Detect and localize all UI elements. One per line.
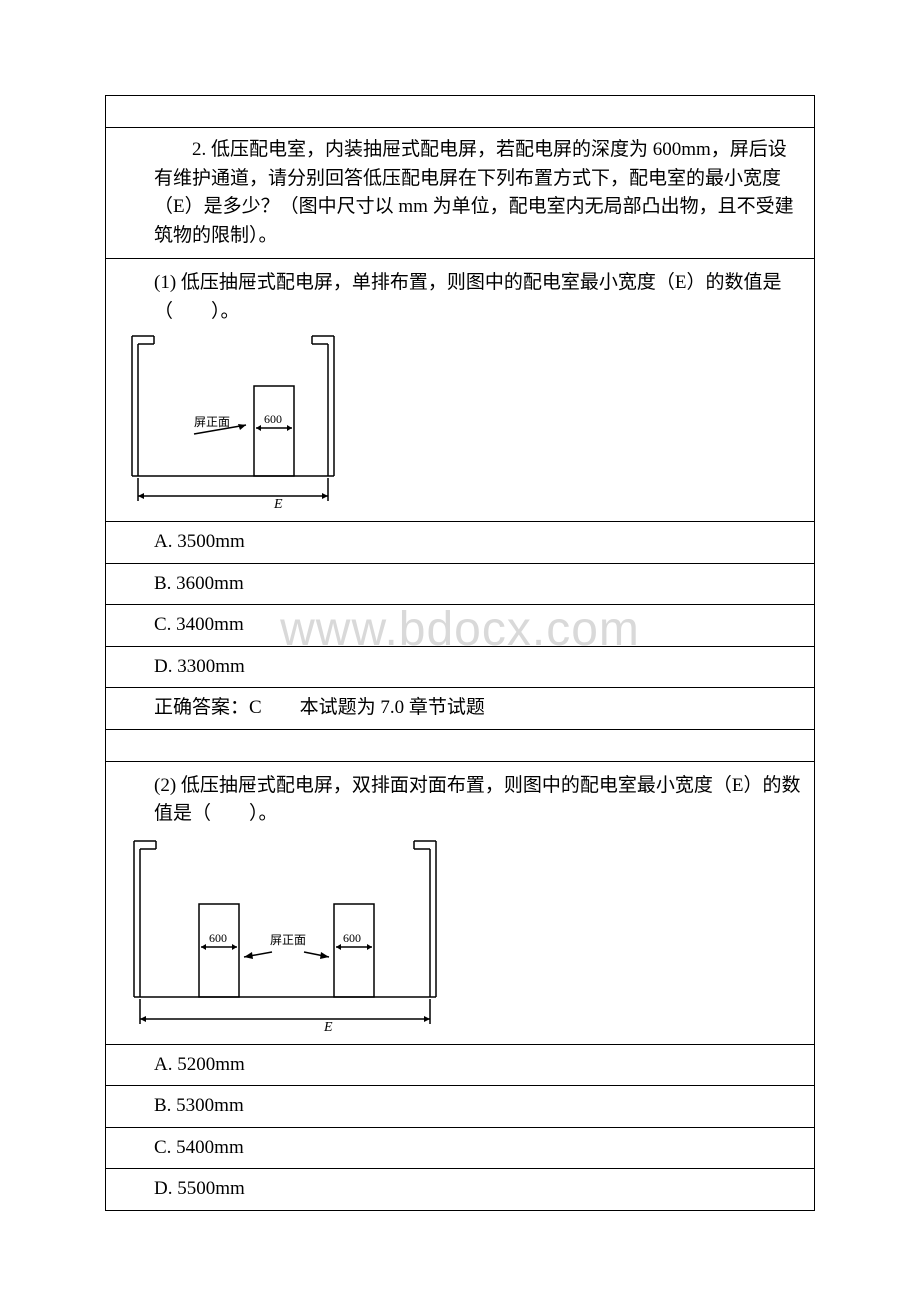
q2p1-optB: B. 3600mm xyxy=(106,563,815,605)
q2p1-prompt-cell: (1) 低压抽屉式配电屏，单排布置，则图中的配电室最小宽度（E）的数值是（ ）。 xyxy=(106,259,815,522)
fig2-E-label: E xyxy=(323,1020,333,1034)
q2p2-optB: B. 5300mm xyxy=(106,1086,815,1128)
fig2-depth-label-right: 600 xyxy=(343,931,361,945)
q2p2-prompt-text: (2) 低压抽屉式配电屏，双排面对面布置，则图中的配电室最小宽度（E）的数值是（… xyxy=(124,772,804,829)
fig2-depth-label-left: 600 xyxy=(209,931,227,945)
q2p2-prompt-cell: (2) 低压抽屉式配电屏，双排面对面布置，则图中的配电室最小宽度（E）的数值是（… xyxy=(106,761,815,1044)
q2p2-optD: D. 5500mm xyxy=(106,1169,815,1211)
q2p1-prompt-text: (1) 低压抽屉式配电屏，单排布置，则图中的配电室最小宽度（E）的数值是（ ）。 xyxy=(124,269,804,326)
question-table: 2. 低压配电室，内装抽屉式配电屏，若配电屏的深度为 600mm，屏后设有维护通… xyxy=(105,95,815,1211)
fig1-panel-front-label: 屏正面 xyxy=(194,415,230,429)
q2p2-optA: A. 5200mm xyxy=(106,1044,815,1086)
q2p1-figure: 屏正面 600 E xyxy=(124,326,349,511)
q2-intro-cell: 2. 低压配电室，内装抽屉式配电屏，若配电屏的深度为 600mm，屏后设有维护通… xyxy=(106,128,815,259)
fig1-E-label: E xyxy=(273,497,283,511)
fig1-depth-label: 600 xyxy=(264,412,282,426)
q2-intro-text: 2. 低压配电室，内装抽屉式配电屏，若配电屏的深度为 600mm，屏后设有维护通… xyxy=(154,136,804,250)
q2p1-optC: C. 3400mm xyxy=(106,605,815,647)
empty-spacer-row xyxy=(106,96,815,128)
empty-spacer-row-2 xyxy=(106,729,815,761)
fig2-panel-front-label: 屏正面 xyxy=(270,933,306,947)
q2p1-answer: 正确答案：C 本试题为 7.0 章节试题 xyxy=(106,688,815,730)
q2p1-optD: D. 3300mm xyxy=(106,646,815,688)
q2p2-optC: C. 5400mm xyxy=(106,1127,815,1169)
q2p2-figure: 600 600 屏正面 E xyxy=(124,829,454,1034)
q2p1-optA: A. 3500mm xyxy=(106,522,815,564)
